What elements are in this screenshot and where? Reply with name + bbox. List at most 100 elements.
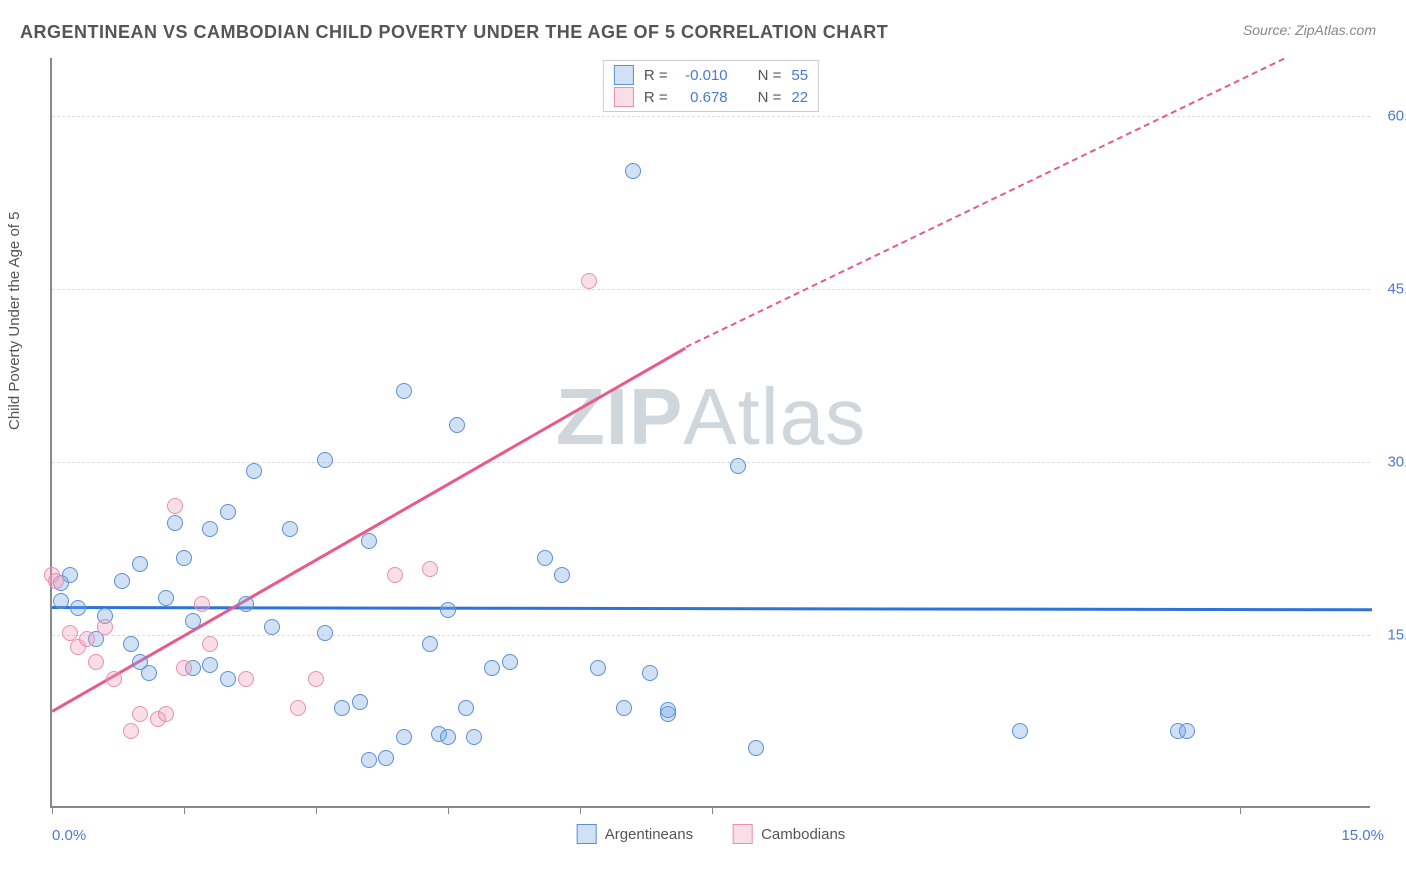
data-point <box>502 654 518 670</box>
legend-row: R = 0.678 N = 22 <box>614 87 808 107</box>
legend-swatch <box>577 824 597 844</box>
data-point <box>106 671 122 687</box>
data-point <box>185 613 201 629</box>
y-tick-label: 60.0% <box>1387 107 1406 124</box>
data-point <box>132 556 148 572</box>
legend-item: Cambodians <box>733 824 845 844</box>
data-point <box>642 665 658 681</box>
n-label: N = <box>758 89 782 106</box>
data-point <box>97 619 113 635</box>
r-label: R = <box>644 67 668 84</box>
data-point <box>458 700 474 716</box>
legend-row: R =-0.010N =55 <box>614 65 808 85</box>
data-point <box>581 273 597 289</box>
data-point <box>625 163 641 179</box>
data-point <box>202 657 218 673</box>
data-point <box>220 671 236 687</box>
data-point <box>238 596 254 612</box>
y-axis-label: Child Poverty Under the Age of 5 <box>6 212 23 430</box>
data-point <box>387 567 403 583</box>
data-point <box>730 458 746 474</box>
x-axis-min-label: 0.0% <box>52 827 86 844</box>
gridline <box>52 289 1370 290</box>
data-point <box>590 660 606 676</box>
chart-title: ARGENTINEAN VS CAMBODIAN CHILD POVERTY U… <box>20 22 888 43</box>
data-point <box>290 700 306 716</box>
legend-item: Argentineans <box>577 824 693 844</box>
y-tick-label: 15.0% <box>1387 626 1406 643</box>
data-point <box>1012 723 1028 739</box>
data-point <box>158 590 174 606</box>
n-value: 55 <box>791 67 808 84</box>
x-tick <box>580 806 581 814</box>
data-point <box>246 463 262 479</box>
source-label: Source: ZipAtlas.com <box>1243 22 1376 38</box>
data-point <box>167 515 183 531</box>
x-tick <box>52 806 53 814</box>
data-point <box>123 723 139 739</box>
n-value: 22 <box>791 89 808 106</box>
data-point <box>141 665 157 681</box>
data-point <box>238 671 254 687</box>
data-point <box>79 631 95 647</box>
data-point <box>378 750 394 766</box>
data-point <box>440 729 456 745</box>
data-point <box>361 533 377 549</box>
legend-swatch <box>733 824 753 844</box>
x-tick <box>184 806 185 814</box>
data-point <box>167 498 183 514</box>
y-tick-label: 45.0% <box>1387 280 1406 297</box>
data-point <box>132 706 148 722</box>
data-point <box>264 619 280 635</box>
data-point <box>352 694 368 710</box>
data-point <box>202 636 218 652</box>
data-point <box>123 636 139 652</box>
data-point <box>308 671 324 687</box>
watermark: ZIPAtlas <box>556 371 866 463</box>
data-point <box>554 567 570 583</box>
x-tick <box>448 806 449 814</box>
x-tick <box>1240 806 1241 814</box>
data-point <box>70 600 86 616</box>
data-point <box>484 660 500 676</box>
data-point <box>53 593 69 609</box>
data-point <box>48 573 64 589</box>
data-point <box>158 706 174 722</box>
legend-swatch <box>614 87 634 107</box>
data-point <box>317 452 333 468</box>
r-value: 0.678 <box>678 89 728 106</box>
scatter-plot: ZIPAtlas R =-0.010N =55R =0.678N =22 0.0… <box>50 58 1370 808</box>
data-point <box>396 729 412 745</box>
data-point <box>194 596 210 612</box>
gridline <box>52 462 1370 463</box>
gridline <box>52 635 1370 636</box>
data-point <box>334 700 350 716</box>
legend-series-name: Cambodians <box>761 826 845 843</box>
x-axis-max-label: 15.0% <box>1341 827 1384 844</box>
r-label: R = <box>644 89 668 106</box>
x-tick <box>712 806 713 814</box>
data-point <box>176 660 192 676</box>
data-point <box>422 561 438 577</box>
data-point <box>88 654 104 670</box>
data-point <box>422 636 438 652</box>
correlation-legend: R = -0.010 N = 55 R = 0.678 N = 22 <box>603 60 819 112</box>
series-legend: Argentineans Cambodians <box>577 824 846 844</box>
data-point <box>220 504 236 520</box>
data-point <box>537 550 553 566</box>
y-tick-label: 30.0% <box>1387 453 1406 470</box>
r-value: -0.010 <box>678 67 728 84</box>
data-point <box>1179 723 1195 739</box>
data-point <box>176 550 192 566</box>
data-point <box>660 702 676 718</box>
gridline <box>52 116 1370 117</box>
data-point <box>202 521 218 537</box>
data-point <box>282 521 298 537</box>
data-point <box>396 383 412 399</box>
data-point <box>748 740 764 756</box>
data-point <box>616 700 632 716</box>
data-point <box>114 573 130 589</box>
data-point <box>466 729 482 745</box>
legend-series-name: Argentineans <box>605 826 693 843</box>
legend-swatch <box>614 65 634 85</box>
